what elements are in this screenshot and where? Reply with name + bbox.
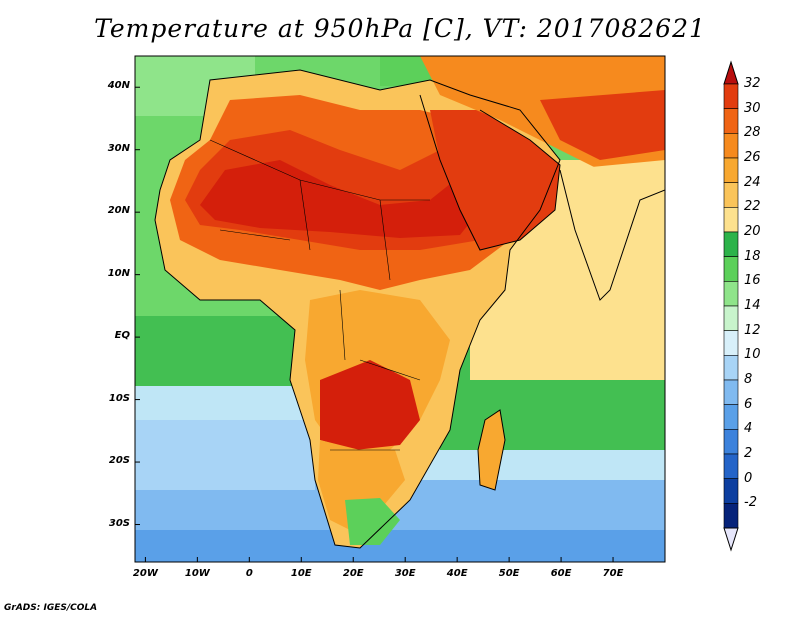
- lat-tick-label: 10N: [107, 267, 130, 279]
- colorbar-segment: [723, 305, 739, 331]
- india-mild: [560, 160, 665, 300]
- lon-tick-label: 50E: [498, 568, 520, 579]
- iran-hot: [540, 90, 665, 160]
- colorbar-segment: [723, 355, 739, 381]
- colorbar-level-label: 0: [744, 470, 753, 486]
- country-borders: [209, 139, 430, 451]
- colorbar-level-label: 32: [744, 76, 761, 91]
- southern-cold-edge: [135, 530, 665, 562]
- colorbar-segment: [723, 182, 739, 208]
- sahara-core: [200, 160, 480, 238]
- colorbar-segment: [723, 157, 739, 183]
- lon-tick-label: 20W: [132, 568, 158, 579]
- colorbar-segment: [723, 429, 739, 455]
- colorbar-level-label: 22: [744, 199, 761, 215]
- colorbar-level-label: 8: [744, 372, 753, 387]
- grads-credit: GrADS: IGES/COLA: [4, 603, 98, 613]
- lat-tick-label: 20S: [108, 455, 130, 467]
- colorbar-segment: [723, 478, 739, 504]
- colorbar-level-label: 30: [744, 100, 761, 116]
- lon-tick-label: 40E: [446, 568, 468, 579]
- africa-coastline: [154, 69, 561, 549]
- lat-tick-label: 30S: [108, 517, 130, 529]
- colorbar-level-label: 16: [744, 273, 761, 289]
- lat-tick-label: 20N: [107, 205, 130, 217]
- colorbar-level-label: 6: [744, 396, 753, 412]
- india-coastline: [559, 169, 665, 301]
- axis-ticks: [135, 86, 614, 562]
- colorbar-bottom-arrow: [723, 527, 739, 552]
- lat-tick-label: 10S: [108, 392, 130, 404]
- colorbar-level-label: 18: [744, 248, 761, 264]
- colorbar-level-label: 2: [744, 446, 753, 461]
- lon-tick-label: 30E: [394, 568, 416, 579]
- colorbar-segment: [723, 330, 739, 356]
- arabia-coastline: [419, 94, 561, 251]
- map-frame: [134, 55, 666, 563]
- colorbar-level-label: 10: [744, 347, 761, 363]
- lon-tick-label: 10W: [184, 568, 210, 579]
- southern-africa-warm: [318, 440, 405, 530]
- colorbar-top-arrow: [723, 60, 739, 85]
- colorbar-level-label: 24: [744, 174, 761, 190]
- lon-tick-label: 10E: [290, 568, 312, 579]
- colorbar-level-label: 14: [744, 298, 761, 313]
- madagascar: [478, 410, 505, 490]
- lon-tick-label: 70E: [602, 568, 624, 579]
- angola-zambia-hot: [320, 360, 420, 450]
- temperature-field: [135, 56, 665, 562]
- colorbar-segment: [723, 404, 739, 430]
- colorbar-segment: [723, 256, 739, 282]
- colorbar-segment: [723, 281, 739, 307]
- madagascar-coastline: [477, 409, 506, 491]
- colorbar-level-label: 26: [744, 150, 761, 165]
- colorbar-level-label: 20: [744, 224, 761, 239]
- plot-title: Temperature at 950hPa [C], VT: 201708262…: [94, 14, 706, 43]
- lon-tick-label: 60E: [550, 568, 572, 579]
- colorbar-segment: [723, 379, 739, 405]
- south-africa-cool: [345, 498, 400, 545]
- colorbar-segment: [723, 133, 739, 159]
- colorbar-segment: [723, 207, 739, 233]
- colorbar-segment: [723, 231, 739, 257]
- colorbar-level-label: 4: [744, 421, 753, 437]
- colorbar-segment: [723, 108, 739, 134]
- lon-tick-label: 20E: [342, 568, 364, 579]
- colorbar-level-label: 28: [744, 125, 761, 141]
- colorbar-level-label: 12: [744, 322, 761, 338]
- lat-tick-label: EQ: [114, 330, 130, 342]
- lat-tick-label: 30N: [107, 142, 130, 154]
- colorbar-segment: [723, 503, 739, 529]
- lon-tick-label: 0: [245, 568, 253, 579]
- colorbar-level-label: -2: [744, 495, 757, 511]
- sw-atlantic-cool: [135, 420, 315, 490]
- lat-tick-label: 40N: [107, 80, 130, 92]
- south-indian-ocean: [440, 380, 665, 450]
- colorbar-segment: [723, 453, 739, 479]
- colorbar-segment: [723, 83, 739, 109]
- colorbar: [723, 60, 739, 552]
